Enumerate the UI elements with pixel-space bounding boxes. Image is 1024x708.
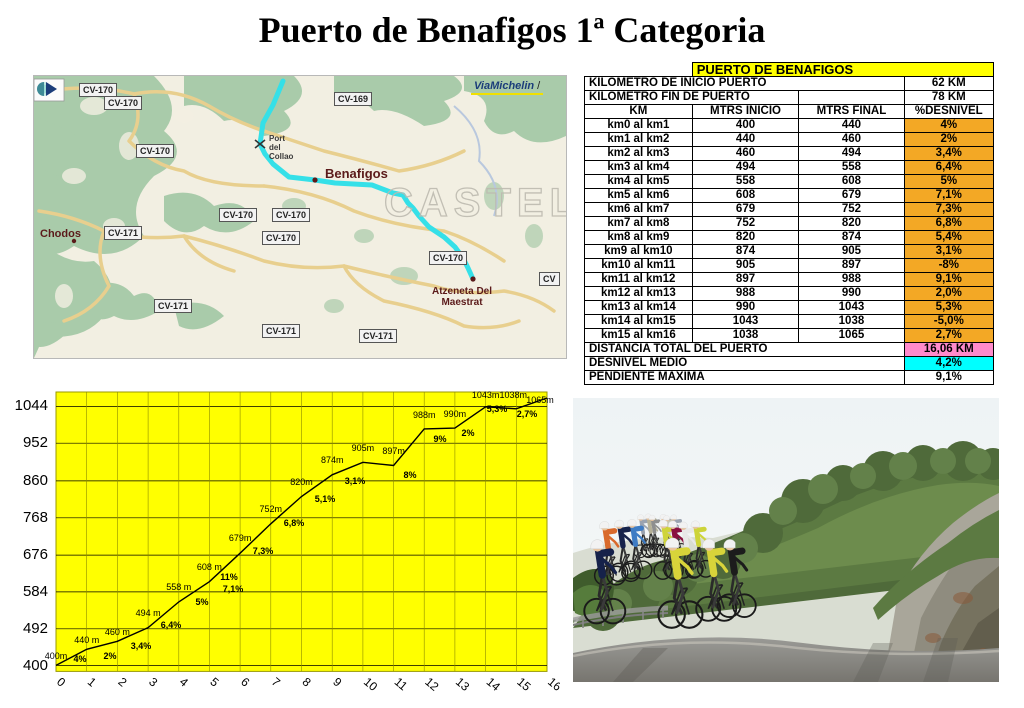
svg-text:10: 10 bbox=[361, 675, 380, 695]
svg-text:584: 584 bbox=[23, 583, 48, 600]
svg-text:11%: 11% bbox=[220, 572, 238, 582]
svg-text:460 m: 460 m bbox=[105, 627, 130, 637]
svg-text:14: 14 bbox=[484, 675, 503, 695]
svg-text:2%: 2% bbox=[103, 651, 116, 661]
svg-text:15: 15 bbox=[514, 675, 533, 695]
svg-text:440 m: 440 m bbox=[74, 635, 99, 645]
svg-text:400m: 400m bbox=[45, 651, 68, 661]
svg-text:4: 4 bbox=[177, 675, 191, 690]
svg-text:676: 676 bbox=[23, 546, 48, 563]
svg-text:6,4%: 6,4% bbox=[161, 620, 182, 630]
svg-text:11: 11 bbox=[392, 675, 411, 694]
svg-text:3,4%: 3,4% bbox=[131, 641, 152, 651]
svg-text:1044: 1044 bbox=[15, 397, 48, 414]
svg-text:679m: 679m bbox=[229, 533, 252, 543]
svg-text:9: 9 bbox=[330, 675, 344, 690]
svg-text:CASTELL: CASTELL bbox=[384, 181, 566, 225]
svg-text:897m: 897m bbox=[382, 446, 405, 456]
svg-text:0: 0 bbox=[54, 675, 68, 690]
svg-text:9%: 9% bbox=[433, 434, 446, 444]
svg-text:1043m: 1043m bbox=[472, 390, 500, 400]
svg-text:7,1%: 7,1% bbox=[223, 584, 244, 594]
svg-text:874m: 874m bbox=[321, 455, 344, 465]
svg-text:988m: 988m bbox=[413, 410, 436, 420]
svg-text:6: 6 bbox=[238, 675, 252, 690]
svg-text:5,1%: 5,1% bbox=[315, 494, 336, 504]
svg-text:5: 5 bbox=[207, 675, 221, 690]
svg-text:608 m: 608 m bbox=[197, 562, 222, 572]
svg-text:2%: 2% bbox=[461, 428, 474, 438]
svg-text:492: 492 bbox=[23, 620, 48, 637]
svg-text:1065m: 1065m bbox=[526, 395, 554, 405]
svg-text:5,3%: 5,3% bbox=[487, 404, 508, 414]
svg-text:7,3%: 7,3% bbox=[253, 546, 274, 556]
svg-text:1038m: 1038m bbox=[500, 390, 528, 400]
svg-text:860: 860 bbox=[23, 472, 48, 489]
svg-text:16: 16 bbox=[545, 675, 560, 695]
svg-text:6,8%: 6,8% bbox=[284, 518, 305, 528]
svg-text:768: 768 bbox=[23, 509, 48, 526]
svg-text:494 m: 494 m bbox=[136, 608, 161, 618]
svg-text:752m: 752m bbox=[260, 504, 283, 514]
svg-text:7: 7 bbox=[269, 675, 283, 690]
svg-text:990m: 990m bbox=[444, 409, 467, 419]
svg-text:1: 1 bbox=[85, 675, 99, 690]
svg-text:3: 3 bbox=[146, 675, 160, 690]
svg-text:5%: 5% bbox=[195, 597, 208, 607]
svg-text:905m: 905m bbox=[352, 443, 375, 453]
svg-text:2,7%: 2,7% bbox=[517, 409, 538, 419]
svg-text:952: 952 bbox=[23, 434, 48, 451]
svg-text:2: 2 bbox=[115, 675, 129, 690]
svg-text:558 m: 558 m bbox=[166, 582, 191, 592]
svg-text:8: 8 bbox=[300, 675, 314, 690]
svg-text:8%: 8% bbox=[403, 470, 416, 480]
svg-text:820m: 820m bbox=[290, 477, 313, 487]
svg-text:3,1%: 3,1% bbox=[345, 476, 366, 486]
svg-text:13: 13 bbox=[453, 675, 472, 695]
svg-text:12: 12 bbox=[422, 675, 441, 695]
svg-text:4%: 4% bbox=[73, 654, 86, 664]
